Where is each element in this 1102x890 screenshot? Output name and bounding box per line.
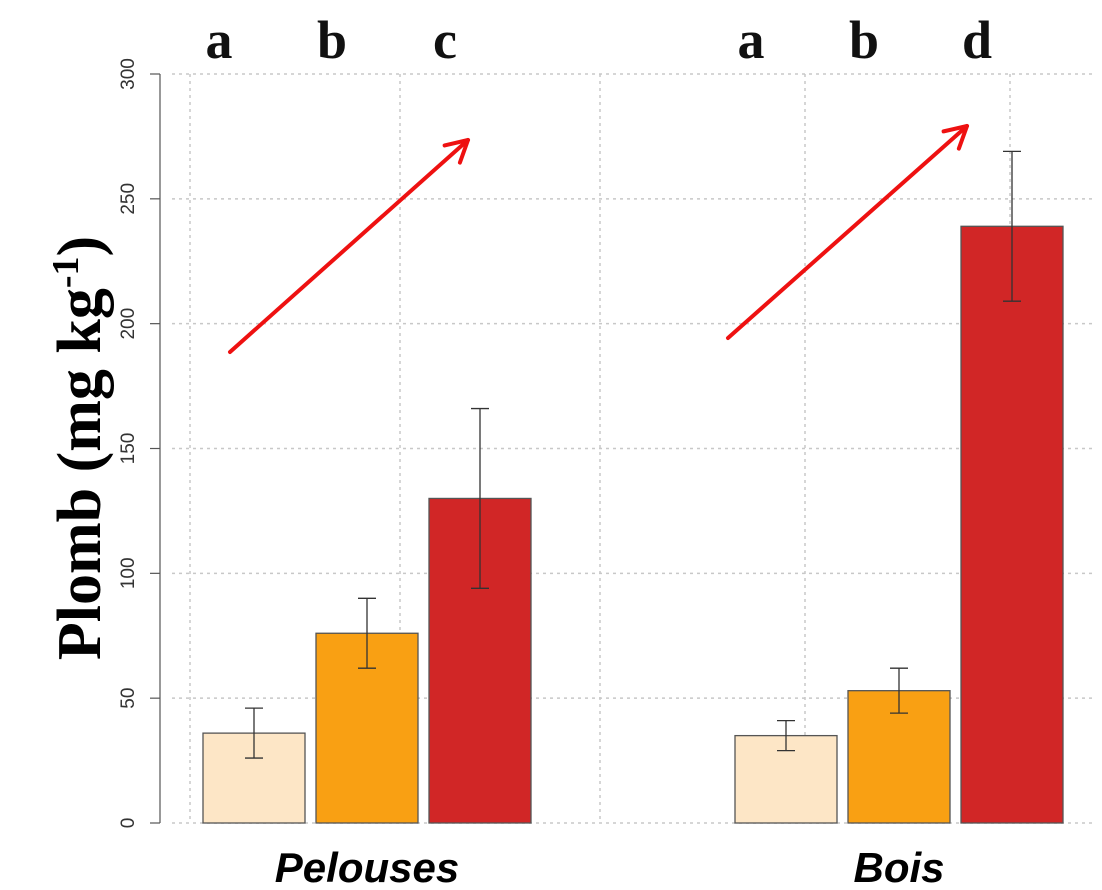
group-label: Pelouses — [275, 844, 459, 890]
y-tick-label: 150 — [118, 433, 139, 465]
trend-arrow-shaft — [228, 138, 470, 354]
grid — [172, 73, 1095, 824]
y-tick-label: 0 — [118, 818, 139, 829]
significance-letter: a — [206, 10, 233, 70]
y-tick-label: 300 — [118, 58, 139, 90]
significance-letter: a — [738, 10, 765, 70]
y-tick-label: 100 — [118, 557, 139, 589]
y-axis-title: Plomb (mg kg-1) — [45, 236, 114, 660]
significance-letter: c — [433, 10, 457, 70]
y-axis-title-superscript: -1 — [45, 257, 87, 289]
significance-letter: b — [849, 10, 879, 70]
trend-arrow-head — [442, 138, 470, 165]
y-axis-title-end: ) — [46, 236, 114, 257]
bar — [960, 225, 1064, 824]
y-tick-label: 250 — [118, 183, 139, 215]
significance-letter: b — [317, 10, 347, 70]
y-axis-title-main: Plomb (mg kg — [46, 288, 114, 660]
trend-arrow-shaft — [726, 124, 969, 340]
group-label: Bois — [853, 844, 944, 890]
significance-letter: d — [962, 10, 992, 70]
y-axis: 0 50 100 150 200 250 300 — [118, 58, 161, 829]
bars — [202, 150, 1064, 824]
trend-arrows — [228, 124, 969, 354]
y-tick-label: 50 — [118, 688, 139, 709]
trend-arrow-head — [941, 124, 969, 151]
y-tick-label: 200 — [118, 308, 139, 340]
group-labels: Pelouses Bois — [275, 844, 945, 890]
